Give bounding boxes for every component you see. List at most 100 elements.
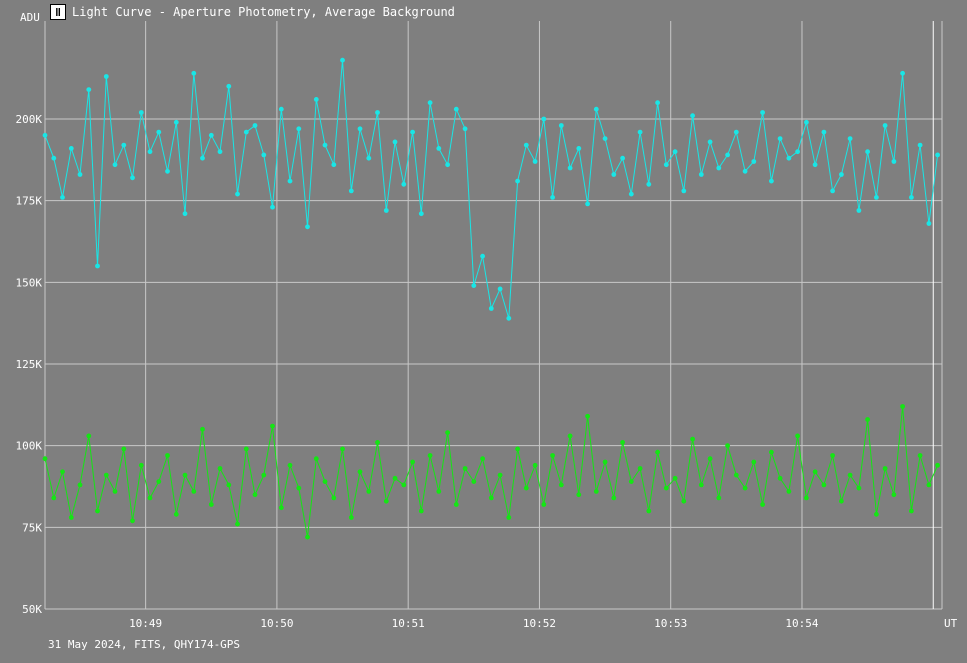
data-point[interactable] xyxy=(628,191,634,197)
data-point[interactable] xyxy=(252,492,258,498)
data-point[interactable] xyxy=(786,489,792,494)
data-point[interactable] xyxy=(156,479,162,484)
data-point[interactable] xyxy=(226,482,232,488)
data-point[interactable] xyxy=(191,489,197,494)
data-point[interactable] xyxy=(891,159,897,164)
data-point[interactable] xyxy=(366,155,372,161)
data-point[interactable] xyxy=(506,315,512,321)
data-point[interactable] xyxy=(410,459,415,465)
data-point[interactable] xyxy=(173,511,179,517)
data-point[interactable] xyxy=(900,70,905,76)
data-point[interactable] xyxy=(287,462,293,468)
data-point[interactable] xyxy=(138,462,144,468)
data-point[interactable] xyxy=(103,74,109,79)
data-point[interactable] xyxy=(375,110,380,115)
data-point[interactable] xyxy=(366,489,372,494)
data-point[interactable] xyxy=(418,508,424,514)
data-point[interactable] xyxy=(812,469,818,475)
data-point[interactable] xyxy=(742,168,748,174)
data-point[interactable] xyxy=(593,106,599,112)
data-point[interactable] xyxy=(147,149,153,155)
data-point[interactable] xyxy=(532,462,538,468)
data-point[interactable] xyxy=(523,142,529,148)
data-point[interactable] xyxy=(865,149,870,155)
data-point[interactable] xyxy=(278,505,284,511)
data-point[interactable] xyxy=(401,482,407,488)
data-point[interactable] xyxy=(208,502,214,507)
data-point[interactable] xyxy=(926,221,932,226)
data-point[interactable] xyxy=(795,433,800,439)
data-point[interactable] xyxy=(917,453,923,458)
data-point[interactable] xyxy=(707,456,713,462)
data-point[interactable] xyxy=(839,498,844,504)
data-point[interactable] xyxy=(322,479,328,484)
data-point[interactable] xyxy=(874,511,879,517)
data-point[interactable] xyxy=(725,443,730,449)
data-point[interactable] xyxy=(655,449,660,455)
data-point[interactable] xyxy=(550,453,555,458)
data-point[interactable] xyxy=(261,152,267,158)
data-point[interactable] xyxy=(497,286,503,292)
data-point[interactable] xyxy=(331,495,337,501)
light-curve-app-icon[interactable]: ǁ xyxy=(50,4,66,20)
data-point[interactable] xyxy=(191,70,197,76)
data-point[interactable] xyxy=(655,100,660,106)
data-point[interactable] xyxy=(576,146,582,151)
data-point[interactable] xyxy=(453,106,459,112)
data-point[interactable] xyxy=(77,482,83,488)
data-point[interactable] xyxy=(733,129,739,135)
data-point[interactable] xyxy=(760,110,765,115)
data-point[interactable] xyxy=(637,129,643,135)
data-point[interactable] xyxy=(742,485,748,491)
data-point[interactable] xyxy=(663,485,669,491)
data-point[interactable] xyxy=(786,155,792,161)
data-point[interactable] xyxy=(200,155,205,161)
data-point[interactable] xyxy=(558,482,564,488)
data-point[interactable] xyxy=(602,136,608,142)
data-point[interactable] xyxy=(436,146,442,151)
data-point[interactable] xyxy=(340,57,345,63)
data-point[interactable] xyxy=(497,472,503,478)
data-point[interactable] xyxy=(156,129,162,135)
data-point[interactable] xyxy=(830,453,835,458)
data-point[interactable] xyxy=(611,172,617,177)
data-point[interactable] xyxy=(182,211,188,217)
data-point[interactable] xyxy=(182,472,188,478)
data-point[interactable] xyxy=(585,413,590,419)
data-point[interactable] xyxy=(121,446,127,452)
data-point[interactable] xyxy=(795,149,800,155)
data-point[interactable] xyxy=(375,440,380,445)
data-point[interactable] xyxy=(847,472,853,478)
data-point[interactable] xyxy=(42,132,48,138)
data-point[interactable] xyxy=(95,263,100,269)
data-point[interactable] xyxy=(331,162,337,168)
data-point[interactable] xyxy=(681,498,687,504)
data-point[interactable] xyxy=(804,495,809,501)
data-point[interactable] xyxy=(392,475,398,481)
data-point[interactable] xyxy=(620,440,625,445)
data-point[interactable] xyxy=(226,83,232,89)
data-point[interactable] xyxy=(611,495,617,501)
data-point[interactable] xyxy=(909,195,914,200)
data-point[interactable] xyxy=(313,97,319,102)
data-point[interactable] xyxy=(86,433,92,439)
data-point[interactable] xyxy=(217,149,223,155)
data-point[interactable] xyxy=(698,172,704,177)
data-point[interactable] xyxy=(760,502,765,507)
data-point[interactable] xyxy=(287,178,293,184)
data-point[interactable] xyxy=(777,136,783,142)
data-point[interactable] xyxy=(812,162,818,168)
data-point[interactable] xyxy=(296,126,302,132)
data-point[interactable] xyxy=(51,155,57,161)
data-point[interactable] xyxy=(716,165,722,171)
data-point[interactable] xyxy=(681,188,687,194)
data-point[interactable] xyxy=(453,502,459,507)
data-point[interactable] xyxy=(112,162,118,168)
data-point[interactable] xyxy=(270,204,275,210)
data-point[interactable] xyxy=(585,201,590,207)
data-point[interactable] xyxy=(620,155,625,161)
data-point[interactable] xyxy=(646,508,652,514)
data-point[interactable] xyxy=(392,139,398,145)
data-point[interactable] xyxy=(523,485,529,491)
data-point[interactable] xyxy=(60,469,65,475)
